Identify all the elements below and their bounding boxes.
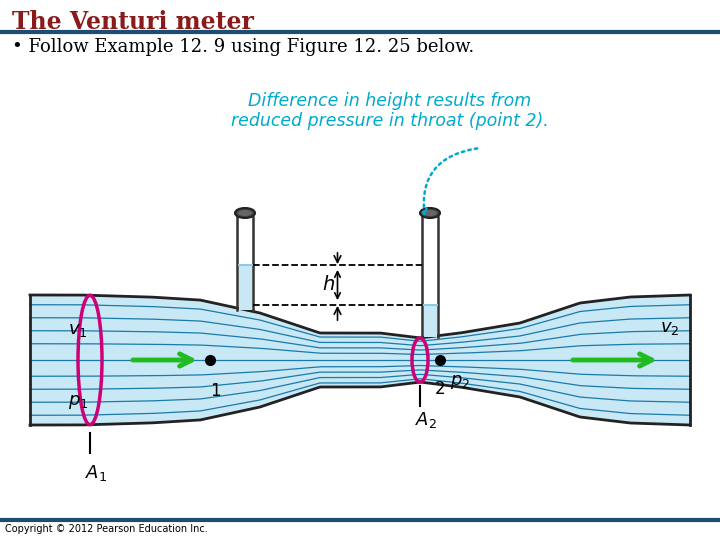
Text: • Follow Example 12. 9 using Figure 12. 25 below.: • Follow Example 12. 9 using Figure 12. …: [12, 38, 474, 56]
Text: reduced pressure in throat (point 2).: reduced pressure in throat (point 2).: [231, 112, 549, 130]
Text: $A_2$: $A_2$: [415, 410, 437, 430]
Text: 1: 1: [210, 382, 220, 400]
Polygon shape: [423, 305, 436, 337]
Ellipse shape: [238, 210, 252, 216]
Polygon shape: [238, 265, 251, 310]
Text: The Venturi meter: The Venturi meter: [12, 10, 254, 34]
Ellipse shape: [235, 208, 255, 218]
Text: $v_2$: $v_2$: [660, 319, 680, 337]
Text: 2: 2: [435, 380, 445, 398]
Ellipse shape: [423, 210, 437, 216]
Text: Copyright © 2012 Pearson Education Inc.: Copyright © 2012 Pearson Education Inc.: [5, 524, 208, 534]
Text: $p_1$: $p_1$: [68, 393, 89, 411]
Text: $A_1$: $A_1$: [85, 463, 107, 483]
Text: $v_1$: $v_1$: [68, 321, 88, 339]
Text: $h$: $h$: [322, 275, 335, 294]
Text: Difference in height results from: Difference in height results from: [248, 92, 531, 110]
Ellipse shape: [420, 208, 440, 218]
Text: $p_2$: $p_2$: [450, 373, 470, 391]
Polygon shape: [30, 295, 690, 425]
